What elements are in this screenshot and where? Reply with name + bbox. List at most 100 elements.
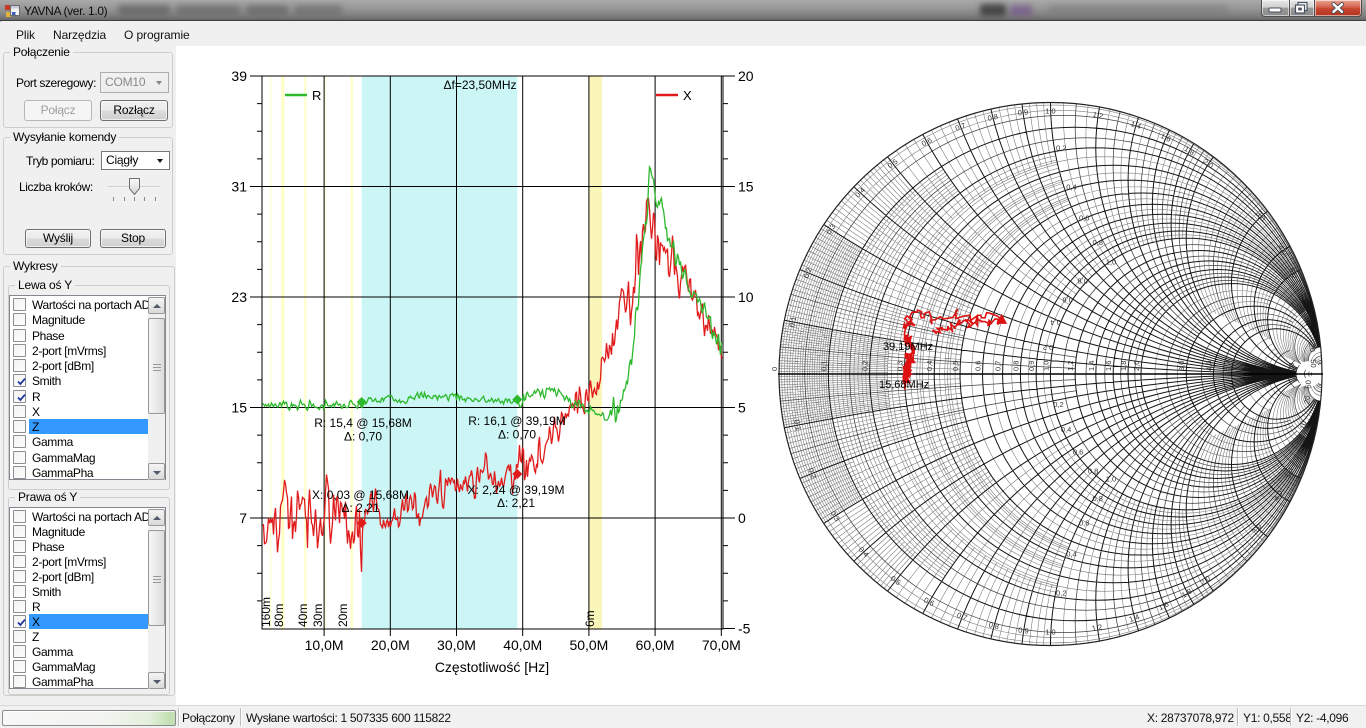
- svg-text:20: 20: [1307, 343, 1317, 352]
- svg-text:1,6: 1,6: [1104, 361, 1113, 371]
- svg-text:80m: 80m: [272, 604, 286, 627]
- svg-text:6m: 6m: [583, 610, 597, 627]
- svg-text:0,9: 0,9: [1018, 626, 1029, 636]
- svg-text:4,0: 4,0: [1272, 489, 1285, 502]
- svg-text:40,0M: 40,0M: [503, 637, 542, 653]
- svg-text:15: 15: [231, 400, 247, 416]
- svg-text:0: 0: [738, 510, 746, 526]
- svg-text:0,6: 0,6: [1062, 295, 1072, 304]
- svg-text:0,8: 0,8: [987, 112, 999, 123]
- svg-text:0,6: 0,6: [974, 361, 983, 371]
- svg-text:X: X: [683, 88, 692, 103]
- svg-text:Δ: 2,21: Δ: 2,21: [497, 496, 535, 510]
- svg-text:0,4: 0,4: [925, 361, 934, 371]
- svg-text:7: 7: [239, 510, 247, 526]
- svg-text:5,0: 5,0: [1223, 361, 1232, 371]
- svg-text:20: 20: [738, 68, 754, 84]
- svg-text:10,0M: 10,0M: [305, 637, 344, 653]
- svg-text:1,0: 1,0: [1045, 628, 1055, 637]
- svg-text:0,4: 0,4: [1061, 425, 1071, 434]
- svg-text:30,0M: 30,0M: [437, 637, 476, 653]
- svg-text:0,2: 0,2: [802, 266, 814, 279]
- svg-text:0,6: 0,6: [920, 135, 933, 148]
- svg-text:5: 5: [738, 400, 746, 416]
- svg-text:0,8: 0,8: [1088, 467, 1098, 476]
- svg-text:R: 16,1 @ 39,19M: R: 16,1 @ 39,19M: [468, 414, 566, 428]
- svg-text:39: 39: [231, 68, 247, 84]
- svg-text:0,4: 0,4: [1066, 183, 1076, 192]
- svg-text:10: 10: [1298, 420, 1308, 430]
- svg-text:20: 20: [1302, 395, 1312, 404]
- svg-text:1,2: 1,2: [1091, 622, 1103, 633]
- svg-text:2,0: 2,0: [1132, 361, 1141, 371]
- svg-text:4,0: 4,0: [1276, 243, 1289, 256]
- svg-text:0,7: 0,7: [956, 610, 969, 622]
- svg-text:X: 0,03 @ 15,68M: X: 0,03 @ 15,68M: [312, 488, 409, 502]
- svg-text:Częstotliwość [Hz]: Częstotliwość [Hz]: [435, 659, 549, 675]
- svg-text:23: 23: [231, 289, 247, 305]
- svg-text:10: 10: [1303, 317, 1313, 327]
- svg-text:0,8: 0,8: [1093, 494, 1103, 503]
- svg-text:10: 10: [738, 289, 754, 305]
- svg-text:0,6: 0,6: [922, 595, 935, 608]
- svg-text:1,6: 1,6: [1157, 600, 1170, 613]
- svg-text:1,4: 1,4: [1087, 361, 1096, 371]
- svg-text:0,8: 0,8: [1011, 361, 1020, 371]
- svg-text:Δf=23,50MHz: Δf=23,50MHz: [443, 78, 516, 92]
- svg-text:50: 50: [1304, 380, 1313, 389]
- svg-text:-5: -5: [738, 621, 751, 637]
- svg-text:1,6: 1,6: [1159, 131, 1172, 144]
- svg-text:39,19MHz: 39,19MHz: [883, 341, 933, 353]
- svg-text:5,0: 5,0: [1283, 467, 1295, 480]
- svg-text:1,0: 1,0: [1106, 475, 1116, 484]
- svg-text:3,0: 3,0: [1177, 361, 1186, 371]
- svg-text:10: 10: [1264, 363, 1273, 371]
- svg-text:0,5: 0,5: [951, 361, 960, 371]
- svg-text:0,8: 0,8: [1077, 276, 1087, 285]
- svg-text:50: 50: [1309, 359, 1318, 368]
- svg-text:R: R: [312, 88, 321, 103]
- svg-text:0,2: 0,2: [861, 361, 870, 371]
- svg-text:0,6: 0,6: [1079, 519, 1089, 528]
- svg-text:70,0M: 70,0M: [702, 637, 741, 653]
- svg-text:0,1: 0,1: [819, 361, 828, 371]
- svg-text:0,7: 0,7: [994, 361, 1003, 371]
- svg-text:30m: 30m: [311, 604, 325, 627]
- svg-text:0,9: 0,9: [1027, 361, 1036, 371]
- svg-text:0,8: 0,8: [988, 620, 1000, 631]
- svg-text:0,1: 0,1: [787, 316, 798, 328]
- svg-text:0,2: 0,2: [1056, 589, 1066, 598]
- svg-text:1,4: 1,4: [1128, 612, 1141, 624]
- svg-text:0,3: 0,3: [895, 361, 904, 371]
- svg-text:60,0M: 60,0M: [636, 637, 675, 653]
- svg-text:1,4: 1,4: [1129, 119, 1142, 131]
- svg-text:5,0: 5,0: [1287, 266, 1299, 279]
- svg-text:20,0M: 20,0M: [371, 637, 410, 653]
- svg-text:20m: 20m: [336, 604, 350, 627]
- svg-text:1,2: 1,2: [1066, 361, 1075, 371]
- svg-text:0,6: 0,6: [1079, 214, 1089, 223]
- svg-text:0,1: 0,1: [792, 419, 803, 431]
- svg-text:Δ: 0,70: Δ: 0,70: [498, 428, 536, 442]
- svg-text:0,2: 0,2: [1056, 144, 1066, 153]
- svg-text:0,8: 0,8: [1093, 238, 1103, 247]
- svg-text:0,9: 0,9: [1017, 107, 1028, 117]
- svg-text:15,68MHz: 15,68MHz: [879, 379, 929, 391]
- svg-text:31: 31: [231, 179, 247, 195]
- svg-text:0,6: 0,6: [1073, 448, 1083, 457]
- svg-text:15: 15: [738, 179, 754, 195]
- svg-text:20: 20: [1287, 363, 1296, 371]
- svg-text:X: 2,24 @ 39,19M: X: 2,24 @ 39,19M: [468, 483, 565, 497]
- svg-text:R: 15,4 @ 15,68M: R: 15,4 @ 15,68M: [314, 416, 412, 430]
- svg-text:0,2: 0,2: [806, 467, 818, 480]
- svg-text:0,2: 0,2: [1043, 343, 1053, 352]
- svg-text:Δ: 0,70: Δ: 0,70: [344, 430, 382, 444]
- svg-text:0,7: 0,7: [954, 121, 967, 133]
- svg-text:1,0: 1,0: [1042, 361, 1051, 371]
- svg-text:1,2: 1,2: [1092, 110, 1104, 121]
- svg-text:0,2: 0,2: [1053, 400, 1063, 409]
- svg-text:1,0: 1,0: [1045, 107, 1055, 116]
- svg-text:0,4: 0,4: [1050, 318, 1060, 327]
- svg-text:Δ: 2,21: Δ: 2,21: [341, 501, 379, 515]
- svg-text:40m: 40m: [296, 604, 310, 627]
